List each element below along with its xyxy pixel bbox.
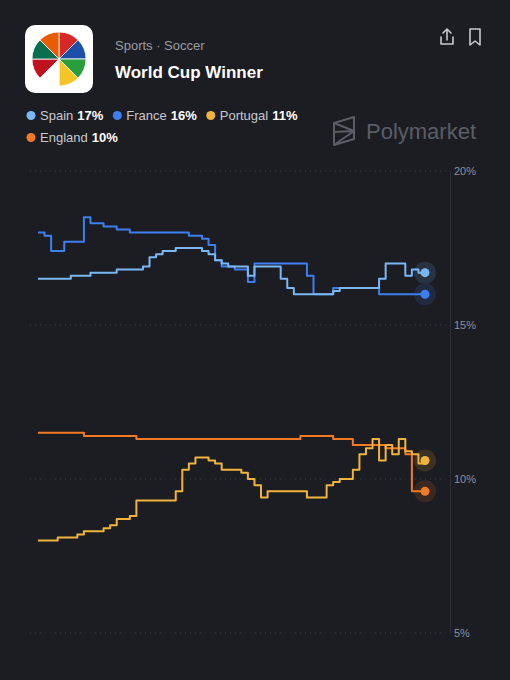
end-dot [421,487,430,496]
bookmark-button[interactable] [470,29,480,45]
market-icon [25,25,93,93]
icon-ball [32,32,86,86]
grid-line [30,633,450,634]
legend-value: 17% [77,108,103,123]
end-dot-halo [414,262,436,284]
legend-label: England [40,130,88,145]
legend-item: Spain 17% [27,108,104,123]
y-tick-label: 10% [454,473,476,485]
icon-frame [25,25,93,93]
y-tick-label: 15% [454,319,476,331]
chart: Sports · Soccer World Cup Winner Polymarke… [0,0,510,680]
legend-value: 10% [92,130,118,145]
grid-line [30,171,450,172]
y-tick: 5% [450,627,470,639]
y-axis: 5% 10% 15% 20% [450,165,476,639]
share-arrow[interactable] [443,29,451,40]
legend-label: France [126,108,166,123]
legend-value: 16% [171,108,197,123]
series-line [38,248,425,294]
watermark-text: Polymarket [366,119,476,144]
y-tick: 15% [450,319,476,331]
icon-wedge [59,40,86,59]
end-dot-halo [414,283,436,305]
share-button[interactable] [441,29,453,44]
end-dot [421,456,430,465]
plot-area [38,217,436,540]
legend-item: England 10% [27,130,119,145]
watermark-logo [334,117,354,145]
icon-wedge [59,59,78,86]
icon-wedge [32,59,59,78]
legend-label: Portugal [220,108,269,123]
end-dot-halo [414,480,436,502]
grid-line [30,479,450,480]
legend-swatch [206,111,215,120]
icon-wedge [40,32,59,59]
legend-value: 11% [272,108,298,123]
series-line [38,433,425,492]
legend-item: France 16% [113,108,197,123]
legend-swatch [27,133,36,142]
end-dot [421,290,430,299]
y-tick-label: 20% [454,165,476,177]
legend-item: Portugal11% [206,108,298,123]
grid-line [30,325,450,326]
background [0,0,510,680]
end-dot [421,268,430,277]
title: World Cup Winner [115,63,263,82]
subtitle: Sports · Soccer [115,38,205,53]
watermark: Polymarket [334,117,476,145]
legend-label: Spain [40,108,73,123]
legend: Spain 17% France 16% Portugal11% England 10% [27,108,298,145]
series-line [38,217,425,294]
legend-swatch [27,111,36,120]
grid [30,171,450,633]
y-tick: 10% [450,473,476,485]
y-tick: 20% [450,165,476,177]
y-axis-line [450,172,451,634]
y-tick-label: 5% [454,627,470,639]
series-line [38,439,425,541]
legend-swatch [113,111,122,120]
end-dot-halo [414,450,436,472]
